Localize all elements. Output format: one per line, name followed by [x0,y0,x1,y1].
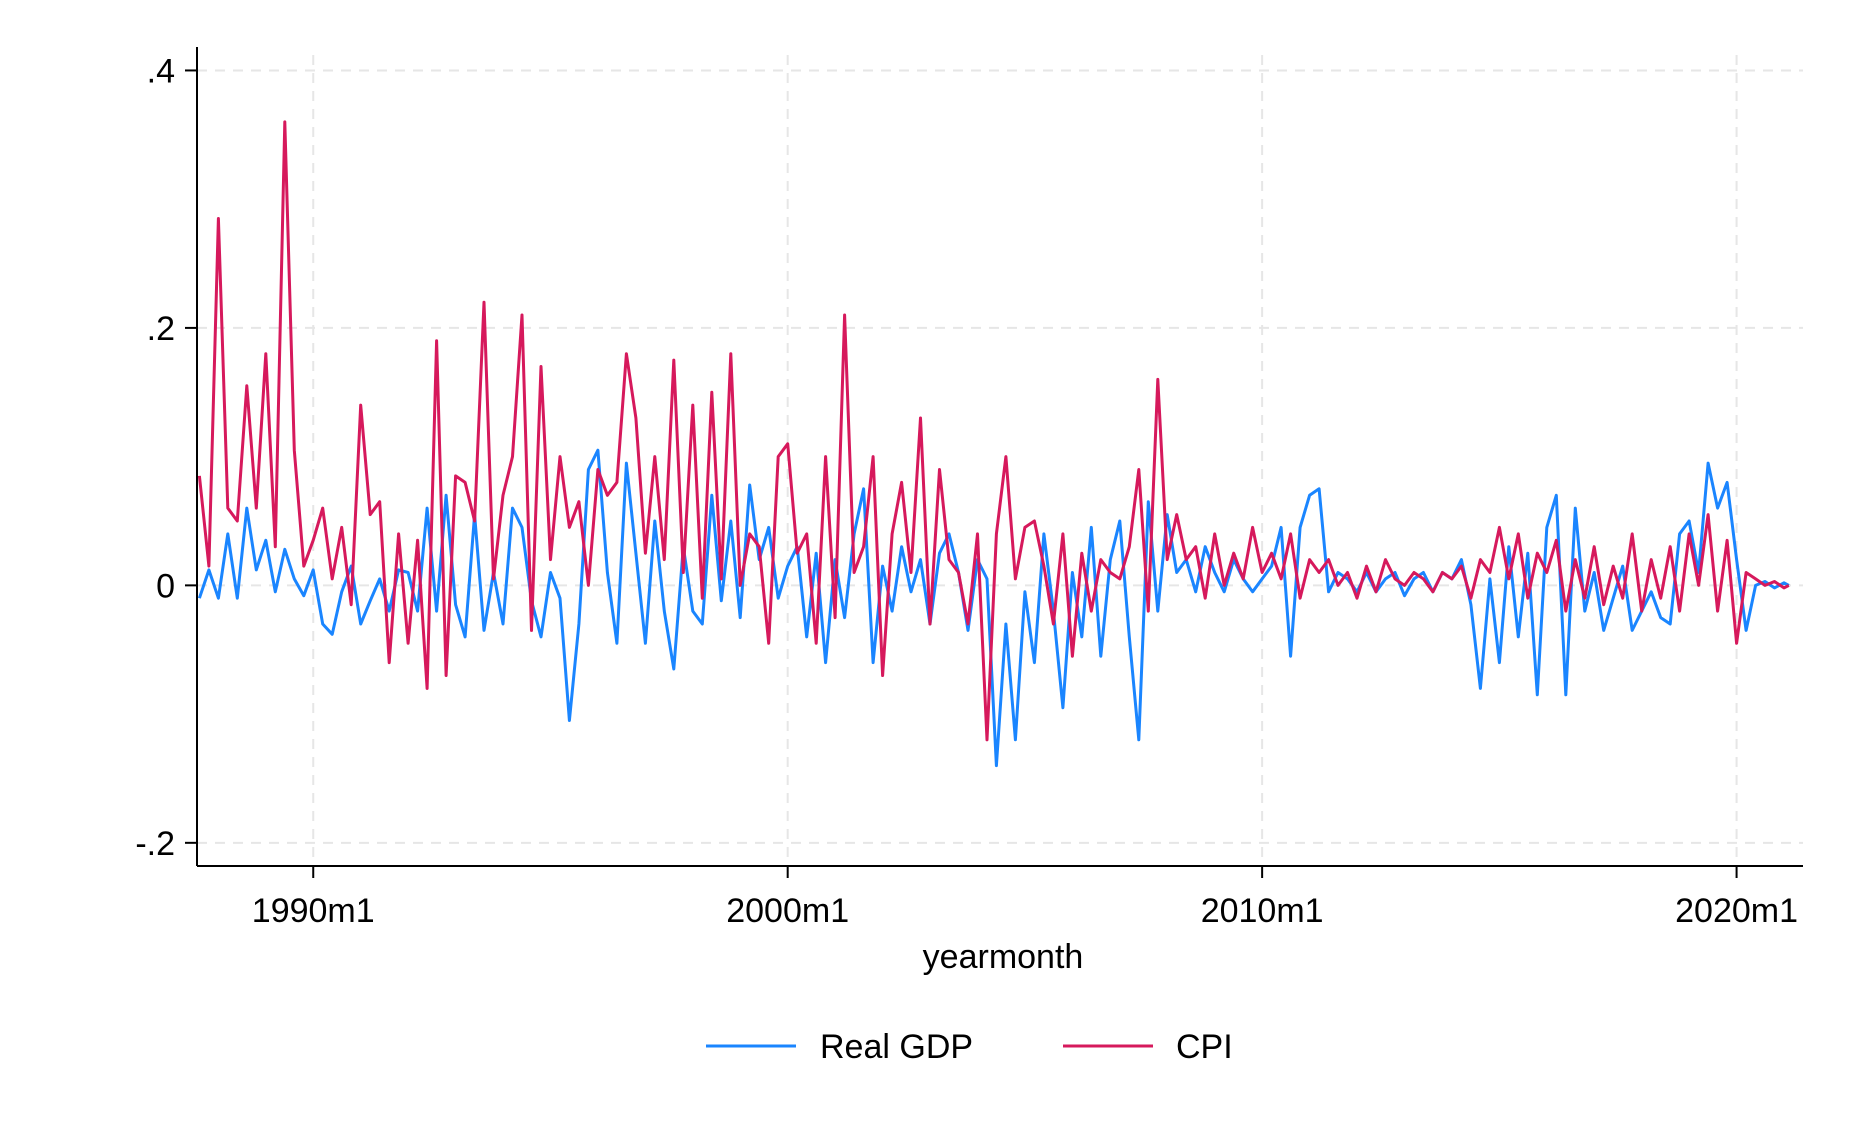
series-line-real-gdp [197,448,1790,768]
x-tick-label: 2000m1 [726,892,849,930]
x-tick-label: 1990m1 [252,892,375,930]
series-layer [197,120,1790,768]
legend-label-cpi: CPI [1176,1028,1233,1066]
y-tick-label: 0 [156,567,175,605]
x-axis-title: yearmonth [923,938,1084,976]
legend: Real GDP CPI [706,1028,1233,1066]
axes [185,47,1803,878]
tick-labels: .4 .2 0 -.2 1990m1 2000m1 2010m1 2020m1 [135,52,1798,930]
y-tick-label: .2 [147,310,175,348]
legend-label-real-gdp: Real GDP [820,1028,973,1066]
x-tick-label: 2010m1 [1201,892,1324,930]
x-tick-label: 2020m1 [1675,892,1798,930]
series-line-cpi [197,120,1790,742]
y-tick-label: .4 [147,52,175,90]
grid-lines [197,55,1803,866]
y-tick-label: -.2 [135,825,175,863]
